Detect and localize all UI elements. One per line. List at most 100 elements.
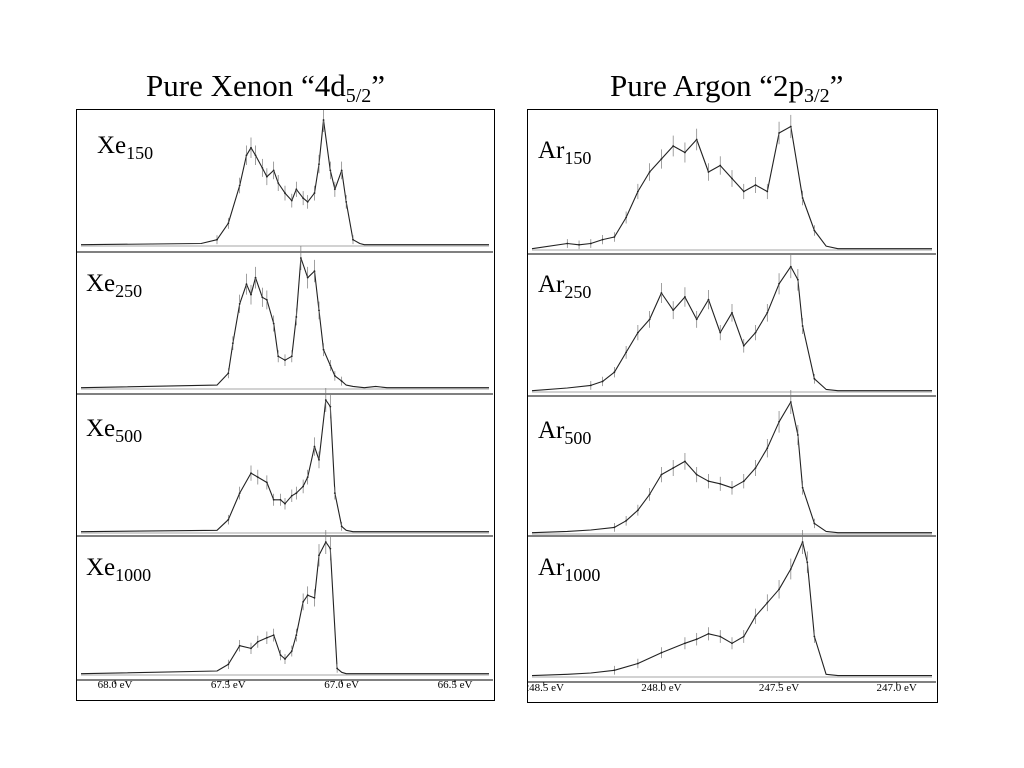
- argon-chart-frame: 248.5 eV 248.0 eV 247.5 eV 247.0 eV Ar150 A…: [527, 109, 938, 703]
- data-point-ar250: [707, 298, 710, 301]
- data-point-ar1000: [719, 635, 722, 638]
- series-line-ar500: [531, 401, 932, 534]
- data-point-xe1000: [290, 650, 293, 652]
- data-point-ar1000: [660, 651, 663, 654]
- data-point-ar1000: [813, 635, 816, 638]
- data-point-ar250: [636, 331, 639, 334]
- data-point-ar250: [789, 265, 792, 268]
- data-point-ar150: [789, 125, 792, 128]
- data-point-ar150: [754, 184, 757, 186]
- data-point-ar150: [766, 190, 769, 193]
- data-point-xe150: [277, 182, 280, 184]
- data-point-xe250: [333, 375, 336, 377]
- data-point-xe500: [318, 458, 320, 461]
- data-point-xe150: [345, 201, 348, 203]
- data-point-ar150: [801, 197, 804, 199]
- data-point-ar1000: [684, 642, 686, 645]
- data-point-ar250: [813, 377, 816, 380]
- data-point-xe500: [313, 445, 316, 448]
- data-point-ar250: [648, 318, 651, 321]
- data-point-xe1000: [250, 647, 252, 650]
- series-label-ar1000: Ar1000: [538, 554, 601, 585]
- data-point-xe150: [254, 154, 257, 157]
- data-point-ar250: [660, 292, 663, 294]
- data-point-ar1000: [801, 541, 804, 543]
- data-point-ar150: [648, 171, 651, 173]
- data-point-xe250: [306, 276, 309, 279]
- data-point-xe250: [318, 309, 320, 312]
- data-point-ar500: [719, 482, 722, 485]
- series-label-xe150: Xe150: [97, 132, 154, 163]
- data-point-xe500: [329, 405, 332, 408]
- data-point-xe150: [313, 192, 316, 194]
- data-point-ar150: [625, 216, 628, 219]
- data-point-xe250: [227, 372, 230, 375]
- data-point-xe500: [302, 485, 305, 488]
- data-point-ar1000: [789, 568, 792, 570]
- data-point-ar150: [660, 158, 663, 160]
- series-line-ar250: [531, 266, 932, 392]
- data-point-ar500: [742, 480, 745, 483]
- data-point-xe250: [295, 316, 298, 318]
- series-label-xe250: Xe250: [86, 270, 143, 301]
- data-point-ar500: [695, 473, 698, 476]
- data-point-ar500: [636, 509, 639, 512]
- data-point-ar500: [625, 519, 628, 522]
- data-point-ar500: [796, 434, 799, 436]
- series-label-ar500: Ar500: [538, 417, 592, 448]
- data-point-xe250: [290, 355, 293, 358]
- data-point-ar500: [613, 526, 616, 529]
- data-point-xe150: [302, 197, 305, 200]
- data-point-xe150: [216, 238, 218, 241]
- series-label-xe1000: Xe1000: [86, 554, 152, 585]
- argon-plot-area: 248.5 eV 248.0 eV 247.5 eV 247.0 eV: [528, 114, 936, 694]
- data-point-ar1000: [613, 669, 616, 672]
- data-point-ar150: [684, 151, 686, 154]
- data-point-xe250: [284, 359, 286, 362]
- data-point-ar1000: [778, 588, 780, 591]
- data-point-xe500: [227, 518, 230, 521]
- data-point-ar500: [684, 460, 686, 463]
- data-point-xe150: [329, 169, 332, 172]
- data-point-ar1000: [707, 632, 710, 635]
- data-point-ar150: [589, 242, 592, 245]
- x-tick-label: 248.0 eV: [641, 682, 681, 694]
- data-point-xe250: [277, 355, 280, 358]
- data-point-ar250: [778, 282, 780, 285]
- data-point-ar500: [672, 467, 675, 469]
- data-point-xe150: [250, 146, 252, 149]
- data-point-ar250: [754, 331, 757, 334]
- data-point-xe500: [340, 525, 343, 528]
- data-point-xe150: [265, 175, 268, 178]
- x-tick-label: 66.5 eV: [438, 679, 473, 691]
- series-line-xe500: [80, 399, 489, 533]
- data-point-xe500: [279, 498, 282, 501]
- data-point-xe250: [261, 296, 264, 299]
- data-point-xe150: [227, 222, 230, 225]
- series-label-ar250: Ar250: [538, 271, 592, 302]
- data-point-ar1000: [754, 615, 757, 618]
- series-label-ar150: Ar150: [538, 137, 592, 168]
- data-point-xe1000: [256, 640, 259, 643]
- data-point-ar1000: [636, 662, 639, 665]
- data-point-xe150: [318, 163, 320, 165]
- data-point-ar250: [672, 309, 675, 312]
- data-point-ar150: [672, 145, 675, 147]
- data-point-xe250: [250, 293, 252, 296]
- data-point-ar150: [636, 190, 639, 193]
- data-point-xe250: [299, 257, 302, 259]
- data-point-xe500: [306, 476, 309, 479]
- data-point-xe500: [284, 502, 286, 505]
- data-point-xe500: [333, 492, 336, 494]
- data-point-xe150: [238, 184, 241, 187]
- data-point-xe250: [340, 380, 343, 383]
- data-point-xe500: [256, 476, 259, 479]
- data-point-ar1000: [742, 635, 745, 638]
- series-line-xe150: [80, 119, 489, 246]
- data-point-xe1000: [295, 634, 298, 636]
- data-point-xe150: [333, 188, 336, 191]
- data-point-xe1000: [336, 667, 339, 670]
- data-point-xe250: [272, 322, 275, 325]
- x-tick-label: 247.5 eV: [759, 682, 799, 694]
- data-point-ar1000: [731, 642, 733, 645]
